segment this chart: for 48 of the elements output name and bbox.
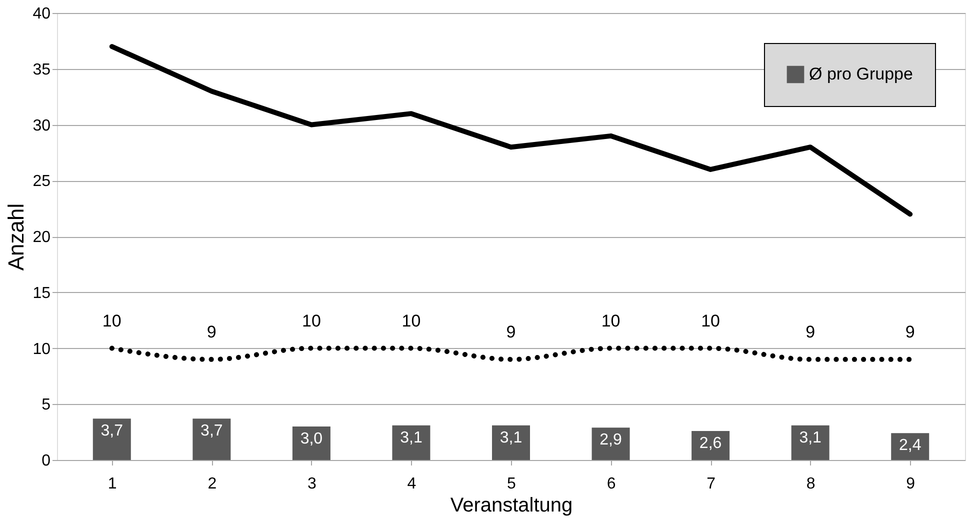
- data-label: 3,1: [500, 429, 522, 446]
- bar: [92, 418, 131, 460]
- x-tick-label: 6: [606, 476, 616, 492]
- data-label: 2,6: [699, 434, 722, 452]
- data-label: 10: [302, 311, 321, 330]
- bar: [592, 428, 630, 460]
- bar: [392, 425, 430, 460]
- x-tick-label: 3: [307, 476, 316, 492]
- data-label: 9: [806, 322, 816, 342]
- x-tick-label: 1: [108, 476, 117, 492]
- data-label: 2,4: [898, 437, 922, 454]
- data-label: 3,7: [200, 422, 223, 440]
- bar: [692, 430, 730, 460]
- data-label: 3,7: [100, 422, 124, 440]
- bar: [292, 426, 330, 460]
- data-label: 9: [206, 322, 216, 342]
- y-tick-label: 0: [42, 452, 51, 470]
- data-label: 10: [402, 311, 421, 330]
- x-tick-label: 5: [507, 476, 516, 492]
- data-label: 9: [905, 322, 915, 342]
- x-tick-label: 2: [208, 476, 217, 492]
- x-axis-title: Veranstaltung: [450, 494, 573, 516]
- x-tick-label: 9: [906, 476, 916, 492]
- x-tick-label: 4: [407, 476, 416, 492]
- bar: [891, 433, 930, 460]
- data-label: 10: [102, 311, 122, 330]
- y-tick-label: 20: [32, 229, 51, 246]
- y-tick-label: 15: [32, 284, 51, 302]
- x-tick-label: 7: [706, 476, 716, 492]
- data-label: 3,1: [400, 429, 422, 446]
- data-label: 9: [506, 322, 516, 342]
- data-label: 10: [601, 311, 620, 330]
- y-tick-label: 35: [32, 61, 51, 78]
- y-tick-label: 10: [32, 340, 51, 358]
- y-tick-label: 40: [32, 6, 51, 22]
- y-tick-label: 5: [42, 396, 51, 414]
- bar: [492, 425, 530, 460]
- x-tick-label: 8: [806, 476, 816, 492]
- data-label: 3,1: [799, 429, 822, 446]
- data-label: 10: [701, 311, 720, 330]
- data-label: 3,0: [300, 430, 323, 448]
- y-axis-title: Anzahl: [4, 203, 29, 271]
- data-label: 2,9: [600, 432, 622, 449]
- legend-label: Ø pro Gruppe: [809, 64, 913, 84]
- bar: [192, 418, 231, 460]
- y-tick-label: 25: [32, 173, 51, 190]
- bar: [791, 425, 830, 460]
- y-tick-label: 30: [32, 117, 51, 134]
